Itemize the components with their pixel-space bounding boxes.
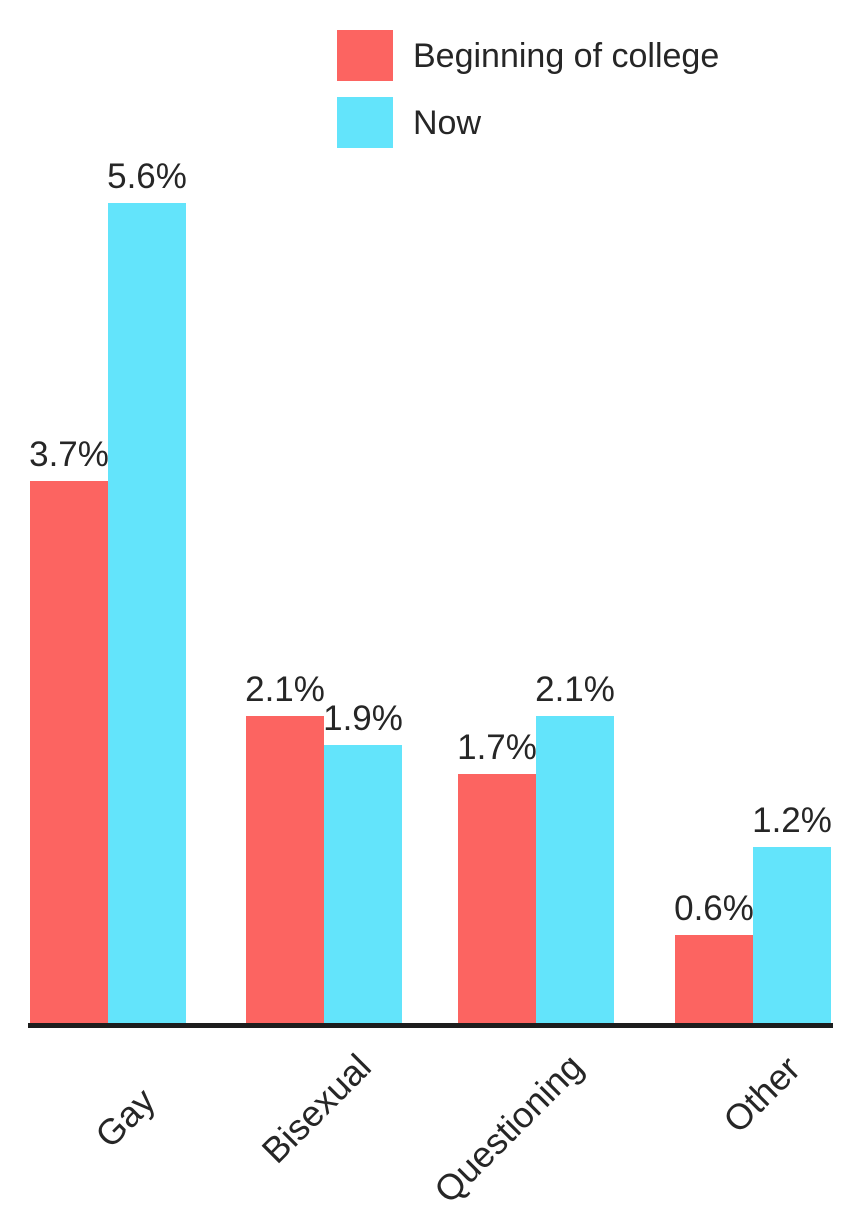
bar-questioning-beginning (458, 774, 536, 1028)
x-axis-line (28, 1023, 833, 1028)
bar-bisexual-beginning (246, 715, 324, 1028)
x-axis-label-gay: Gay (87, 1079, 163, 1156)
legend-item-beginning-of-college: Beginning of college (337, 30, 719, 81)
bar-value-label-questioning-beginning: 1.7% (457, 728, 537, 768)
bar-value-label-bisexual-now: 1.9% (323, 698, 403, 738)
bar-value-label-questioning-now: 2.1% (535, 669, 615, 709)
x-axis-label-bisexual: Bisexual (253, 1045, 379, 1172)
legend-label-beginning-of-college: Beginning of college (413, 36, 720, 75)
bar-value-label-other-now: 1.2% (752, 801, 832, 841)
legend-label-now: Now (413, 103, 482, 142)
bar-value-label-gay-now: 5.6% (107, 157, 187, 197)
bar-other-now (753, 847, 831, 1028)
bar-gay-beginning (30, 481, 108, 1028)
bar-bisexual-now (324, 744, 402, 1028)
legend: Beginning of college Now (337, 30, 719, 148)
x-axis-label-other: Other (715, 1047, 808, 1141)
bar-other-beginning (675, 935, 753, 1028)
legend-swatch-beginning-of-college (337, 30, 393, 81)
bar-value-label-bisexual-beginning: 2.1% (245, 669, 325, 709)
bar-questioning-now (536, 715, 614, 1028)
bar-gay-now (108, 203, 186, 1028)
legend-item-now: Now (337, 97, 719, 148)
legend-swatch-now (337, 97, 393, 148)
bar-value-label-other-beginning: 0.6% (674, 889, 754, 929)
bar-value-label-gay-beginning: 3.7% (29, 435, 109, 475)
